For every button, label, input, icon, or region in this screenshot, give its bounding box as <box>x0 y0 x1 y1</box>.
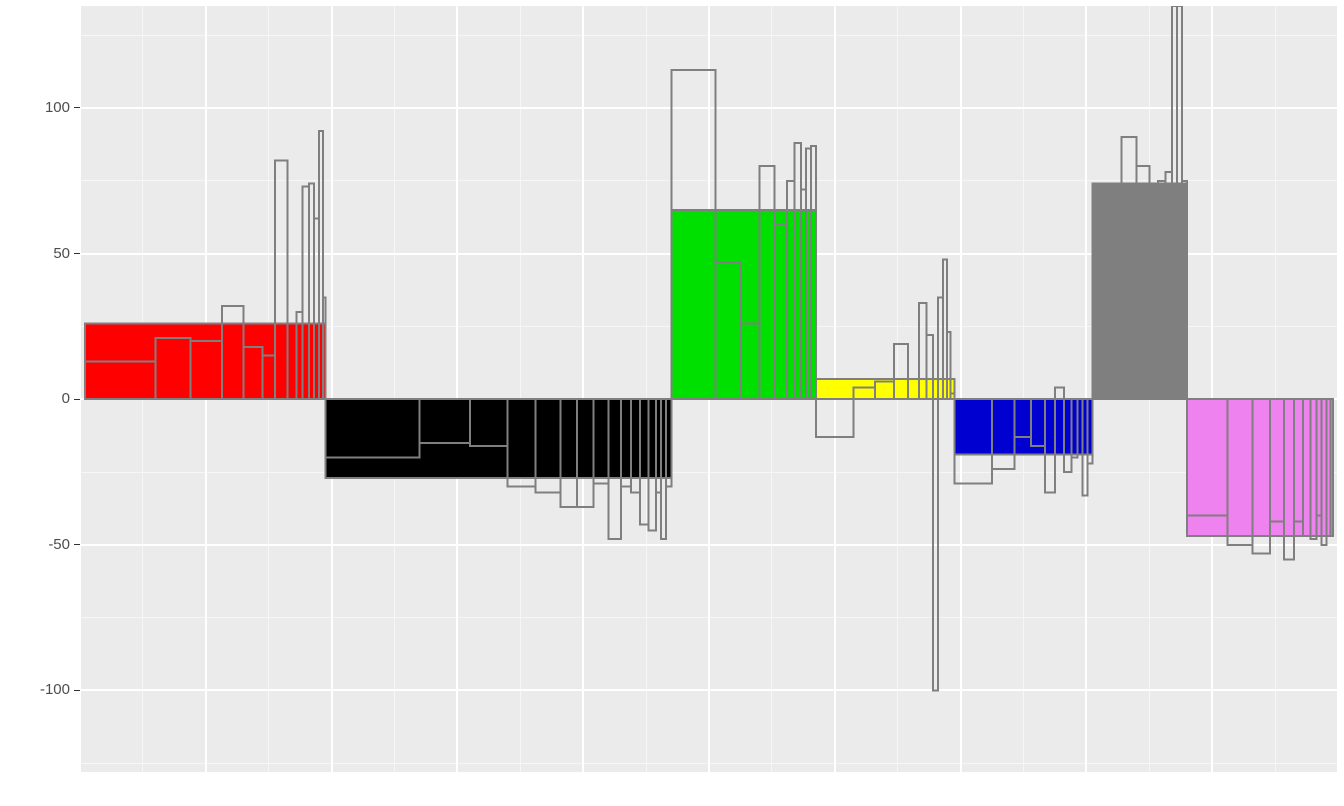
bars-layer <box>0 0 1344 806</box>
bar-chart: -100-50050100 <box>0 0 1344 806</box>
